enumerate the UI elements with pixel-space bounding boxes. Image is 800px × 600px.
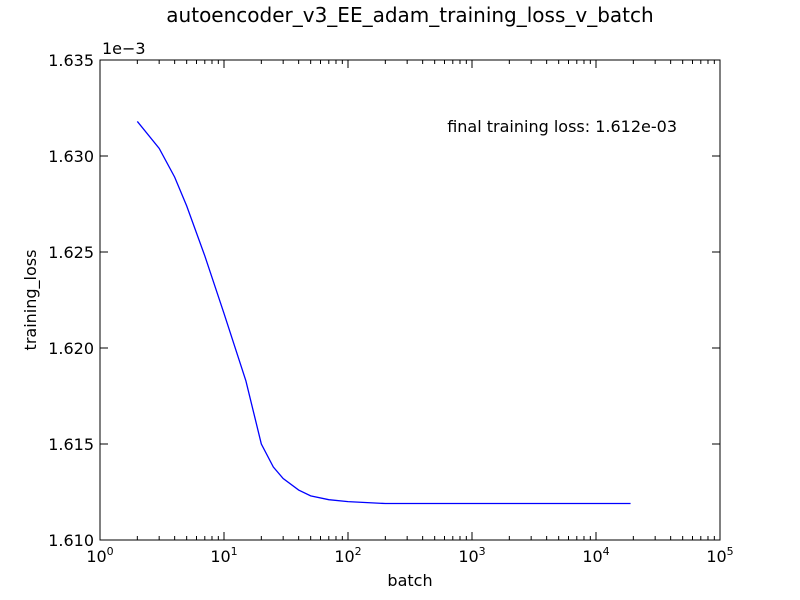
x-tick-label: 102 bbox=[334, 545, 361, 566]
y-tick-label: 1.610 bbox=[48, 531, 94, 550]
x-tick-label: 105 bbox=[706, 545, 733, 566]
y-tick-label: 1.615 bbox=[48, 435, 94, 454]
x-tick-label: 100 bbox=[86, 545, 113, 566]
x-axis-label: batch bbox=[387, 571, 432, 590]
major-ticks bbox=[99, 59, 721, 541]
series-line bbox=[136, 121, 631, 505]
y-offset-label: 1e−3 bbox=[102, 39, 146, 58]
plot-frame bbox=[99, 59, 721, 541]
x-tick-label: 101 bbox=[210, 545, 237, 566]
y-tick-label: 1.630 bbox=[48, 147, 94, 166]
y-tick-label: 1.625 bbox=[48, 243, 94, 262]
x-tick-label: 104 bbox=[582, 545, 609, 566]
plot-area bbox=[99, 59, 721, 541]
x-tick-label: 103 bbox=[458, 545, 485, 566]
final-loss-annotation: final training loss: 1.612e-03 bbox=[447, 117, 677, 136]
x-tick-labels: 100 101 102 103 104 105 bbox=[86, 545, 733, 566]
chart-title: autoencoder_v3_EE_adam_training_loss_v_b… bbox=[166, 3, 653, 27]
minor-ticks bbox=[136, 60, 715, 540]
y-tick-labels: 1.610 1.615 1.620 1.625 1.630 1.635 bbox=[48, 51, 94, 550]
y-tick-label: 1.635 bbox=[48, 51, 94, 70]
y-axis-label: training_loss bbox=[21, 250, 41, 351]
y-tick-label: 1.620 bbox=[48, 339, 94, 358]
